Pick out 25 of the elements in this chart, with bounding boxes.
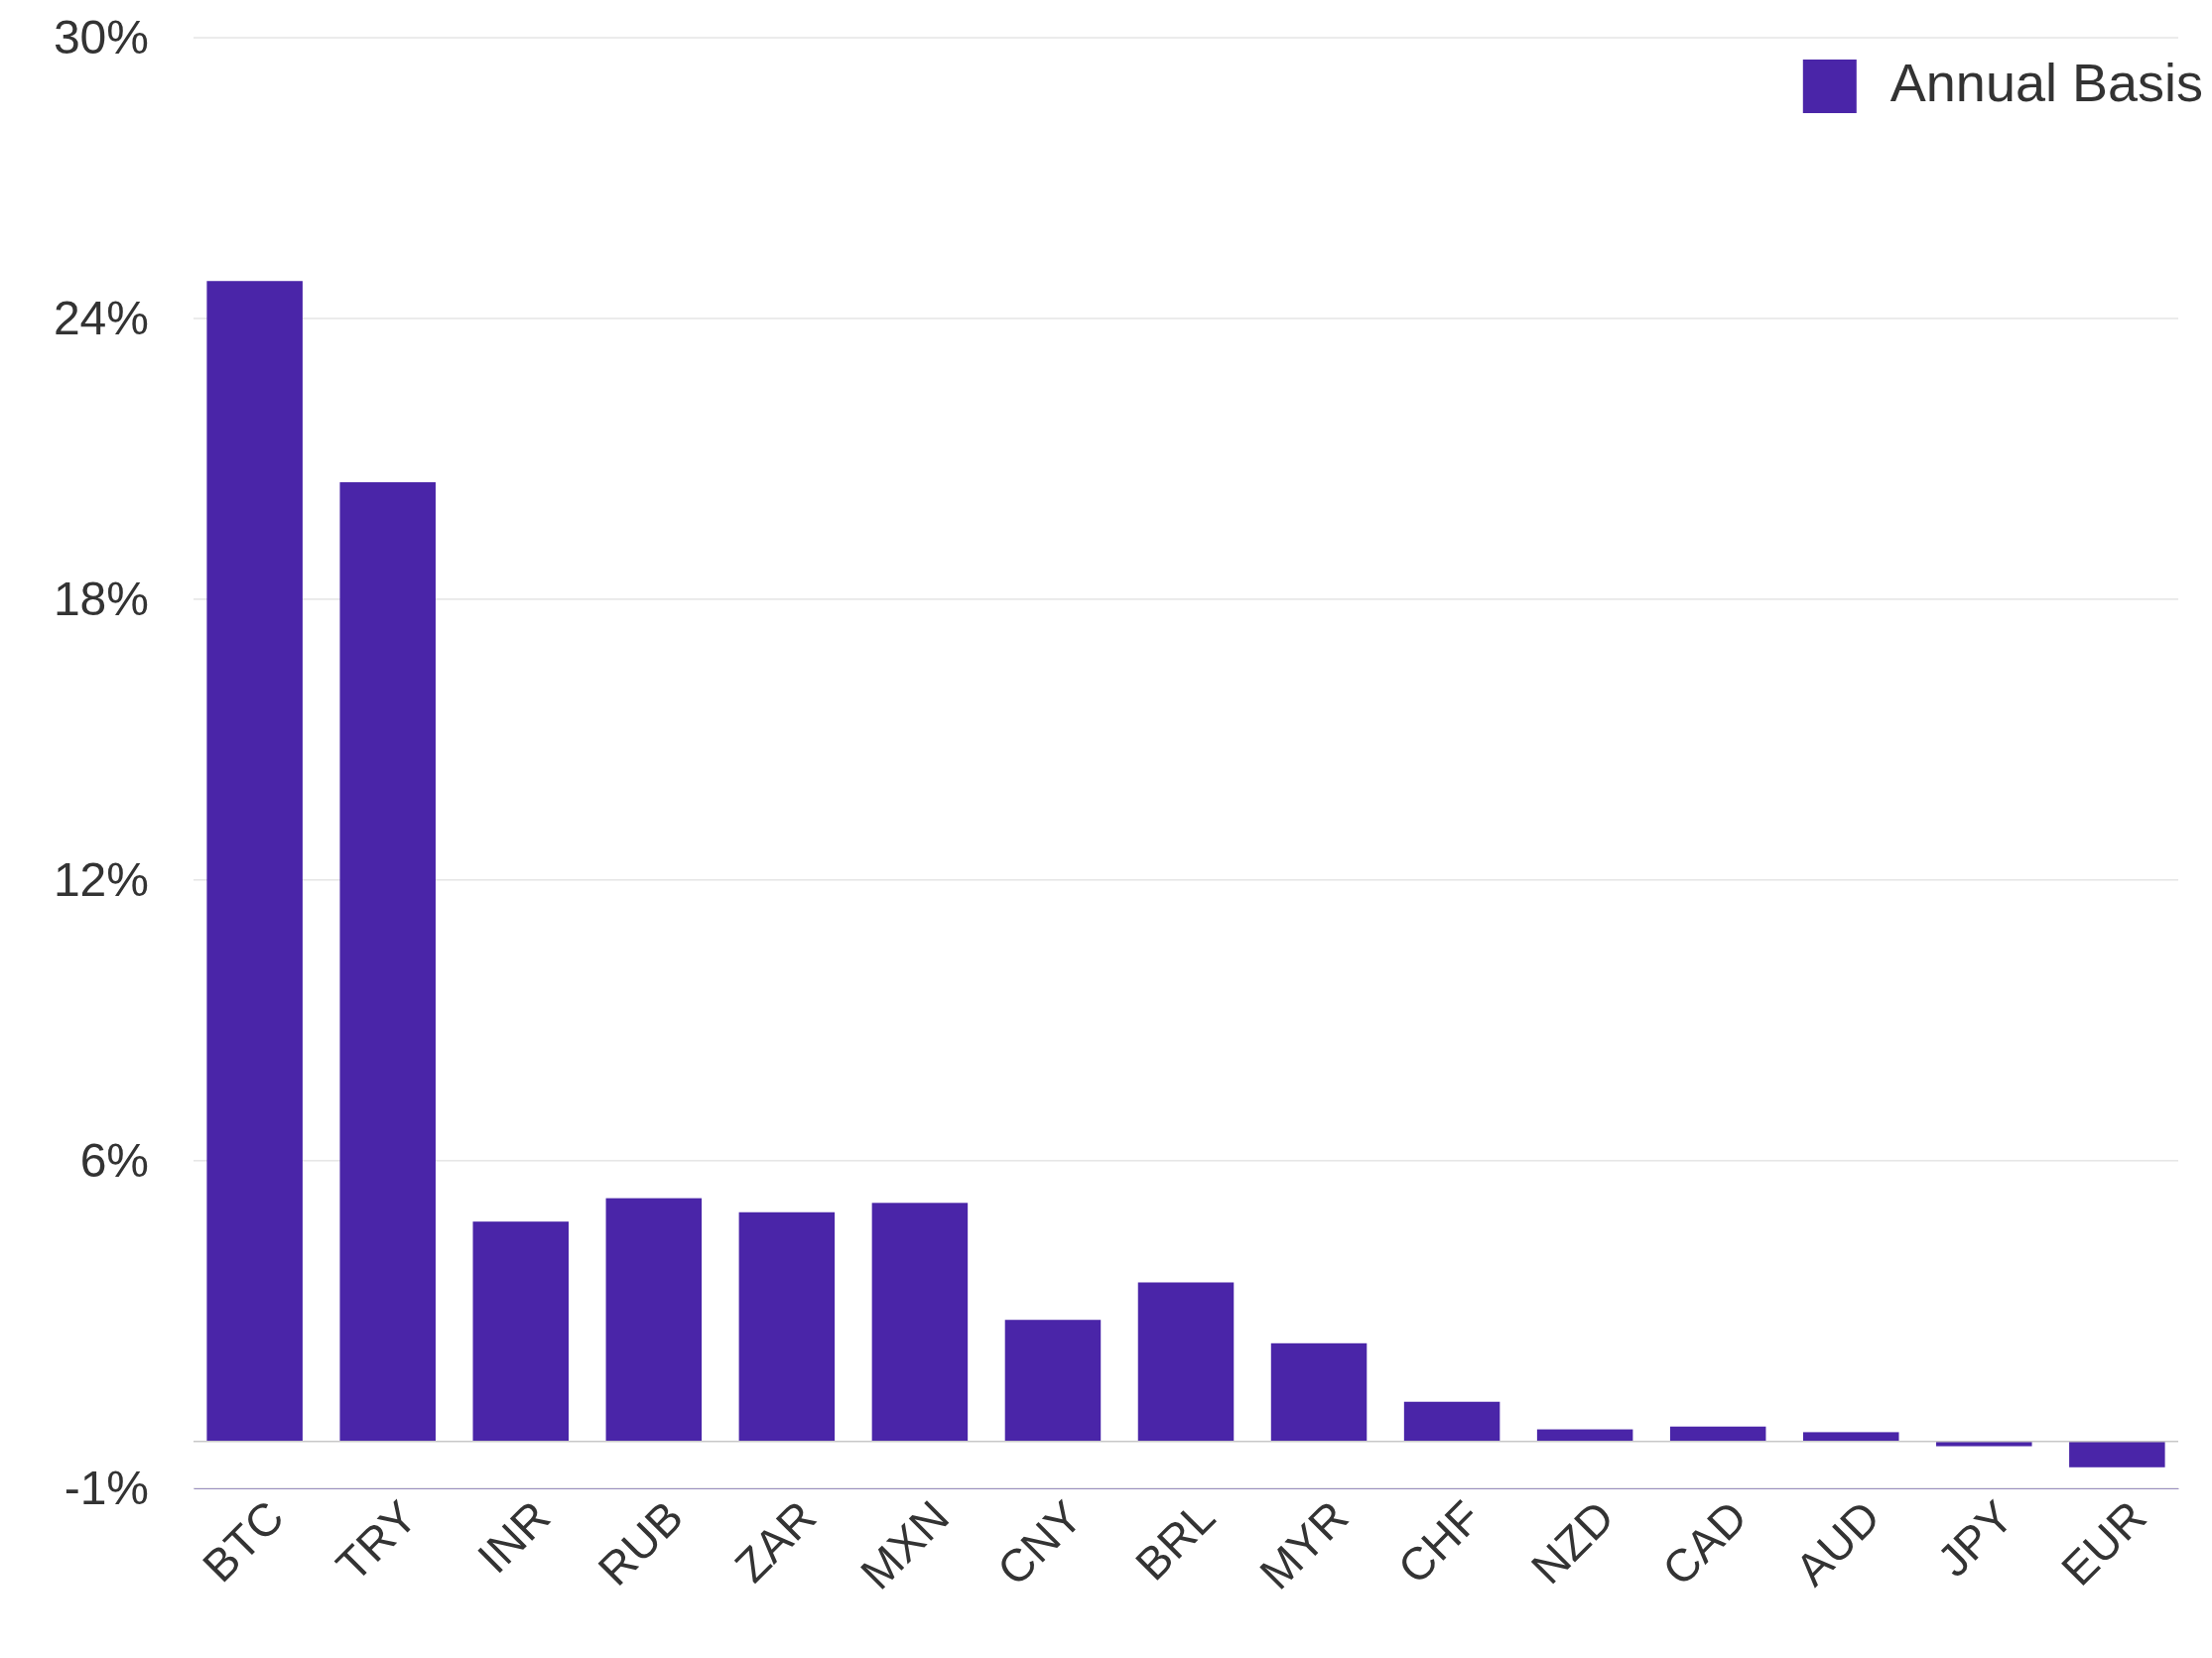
bar [605,1198,703,1442]
bar [738,1212,836,1442]
bar [871,1203,969,1442]
y-tick-label: -1% [64,1461,149,1514]
x-tick-label: BRL [1125,1490,1226,1591]
x-tick-label: CAD [1651,1490,1757,1595]
bar [1802,1432,1899,1442]
bar [1270,1342,1367,1442]
y-tick-label: 6% [79,1133,149,1187]
x-tick-label: INR [467,1490,560,1584]
bar [1403,1401,1500,1442]
bar [1137,1282,1235,1442]
y-tick-label: 12% [53,852,149,906]
bar [1004,1320,1102,1442]
y-tick-label: 24% [53,291,149,344]
y-tick-label: 18% [53,572,149,625]
bar [206,281,303,1442]
legend-label: Annual Basis [1889,53,2203,112]
bar [339,482,436,1442]
bar [472,1221,570,1442]
x-tick-label: TRY [325,1490,427,1592]
bar [1669,1426,1766,1442]
bar [2069,1441,2165,1467]
x-tick-label: JPY [1927,1490,2023,1587]
y-tick-label: 30% [53,10,149,64]
